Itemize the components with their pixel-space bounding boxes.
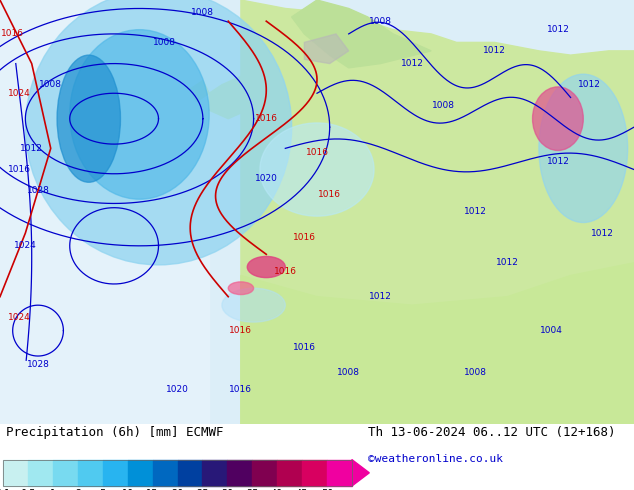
Text: 20: 20 [171, 489, 184, 490]
Text: 1028: 1028 [27, 360, 49, 369]
Text: 50: 50 [321, 489, 333, 490]
Text: 1016: 1016 [1, 29, 24, 38]
Text: 1008: 1008 [369, 17, 392, 25]
Ellipse shape [539, 74, 628, 222]
Text: 1: 1 [50, 489, 56, 490]
Text: 1020: 1020 [166, 386, 189, 394]
Bar [0, 0, 209, 424]
Bar [228, 460, 252, 486]
Bar [78, 460, 103, 486]
Text: 1012: 1012 [464, 207, 487, 217]
Text: 1020: 1020 [255, 173, 278, 182]
Text: 1008: 1008 [432, 101, 455, 110]
Text: Th 13-06-2024 06..12 UTC (12+168): Th 13-06-2024 06..12 UTC (12+168) [368, 426, 615, 439]
Ellipse shape [25, 0, 292, 265]
Bar [252, 460, 277, 486]
Text: 1012: 1012 [369, 292, 392, 301]
Polygon shape [241, 0, 634, 424]
Bar [178, 460, 202, 486]
Text: 1016: 1016 [255, 114, 278, 123]
Text: 25: 25 [196, 489, 209, 490]
Text: 1012: 1012 [547, 157, 569, 166]
Bar [302, 460, 327, 486]
Text: 1028: 1028 [27, 186, 49, 195]
Text: 5: 5 [100, 489, 106, 490]
Text: 1008: 1008 [39, 80, 62, 89]
Text: 1016: 1016 [230, 326, 252, 335]
Text: 35: 35 [246, 489, 259, 490]
Text: 1016: 1016 [318, 191, 341, 199]
Polygon shape [292, 0, 431, 68]
Bar [3, 460, 28, 486]
Text: 1012: 1012 [591, 229, 614, 238]
Text: Precipitation (6h) [mm] ECMWF: Precipitation (6h) [mm] ECMWF [6, 426, 224, 439]
Text: 1016: 1016 [8, 165, 30, 174]
Polygon shape [352, 460, 369, 486]
Bar [277, 460, 302, 486]
Text: 1004: 1004 [540, 326, 563, 335]
Bar [103, 460, 127, 486]
Text: 15: 15 [146, 489, 158, 490]
Text: 2: 2 [75, 489, 81, 490]
Text: 1016: 1016 [293, 233, 316, 242]
Text: 45: 45 [296, 489, 308, 490]
Text: ©weatheronline.co.uk: ©weatheronline.co.uk [368, 454, 503, 464]
Bar [127, 460, 153, 486]
Ellipse shape [57, 55, 120, 182]
Polygon shape [190, 80, 209, 102]
Text: 1012: 1012 [578, 80, 601, 89]
Text: 30: 30 [221, 489, 233, 490]
Text: 1012: 1012 [547, 25, 569, 34]
Ellipse shape [247, 256, 285, 278]
Text: 1008: 1008 [153, 38, 176, 47]
Text: 1012: 1012 [496, 258, 519, 267]
Text: 1024: 1024 [8, 89, 30, 98]
Text: 10: 10 [122, 489, 134, 490]
Text: 1008: 1008 [191, 8, 214, 17]
Text: 1008: 1008 [337, 368, 360, 377]
Text: 40: 40 [271, 489, 283, 490]
Text: 0.1: 0.1 [0, 489, 11, 490]
Text: 1016: 1016 [306, 148, 328, 157]
Ellipse shape [70, 30, 209, 199]
Polygon shape [209, 76, 254, 119]
Text: 1016: 1016 [230, 386, 252, 394]
Ellipse shape [533, 87, 583, 150]
Text: 0.5: 0.5 [20, 489, 36, 490]
Ellipse shape [260, 123, 374, 216]
Polygon shape [304, 34, 349, 64]
Bar [153, 460, 178, 486]
Ellipse shape [222, 288, 285, 322]
Bar [202, 460, 228, 486]
Text: 1016: 1016 [293, 343, 316, 352]
Polygon shape [241, 263, 634, 424]
Text: 1024: 1024 [8, 314, 30, 322]
Bar [28, 460, 53, 486]
Text: 1008: 1008 [464, 368, 487, 377]
Text: 1012: 1012 [483, 47, 506, 55]
Bar [327, 460, 352, 486]
Ellipse shape [228, 282, 254, 294]
Text: 1012: 1012 [20, 144, 43, 153]
Bar [3, 460, 352, 486]
Text: 1016: 1016 [274, 267, 297, 276]
Bar [53, 460, 78, 486]
Text: 1024: 1024 [14, 242, 37, 250]
Text: 1012: 1012 [401, 59, 424, 68]
